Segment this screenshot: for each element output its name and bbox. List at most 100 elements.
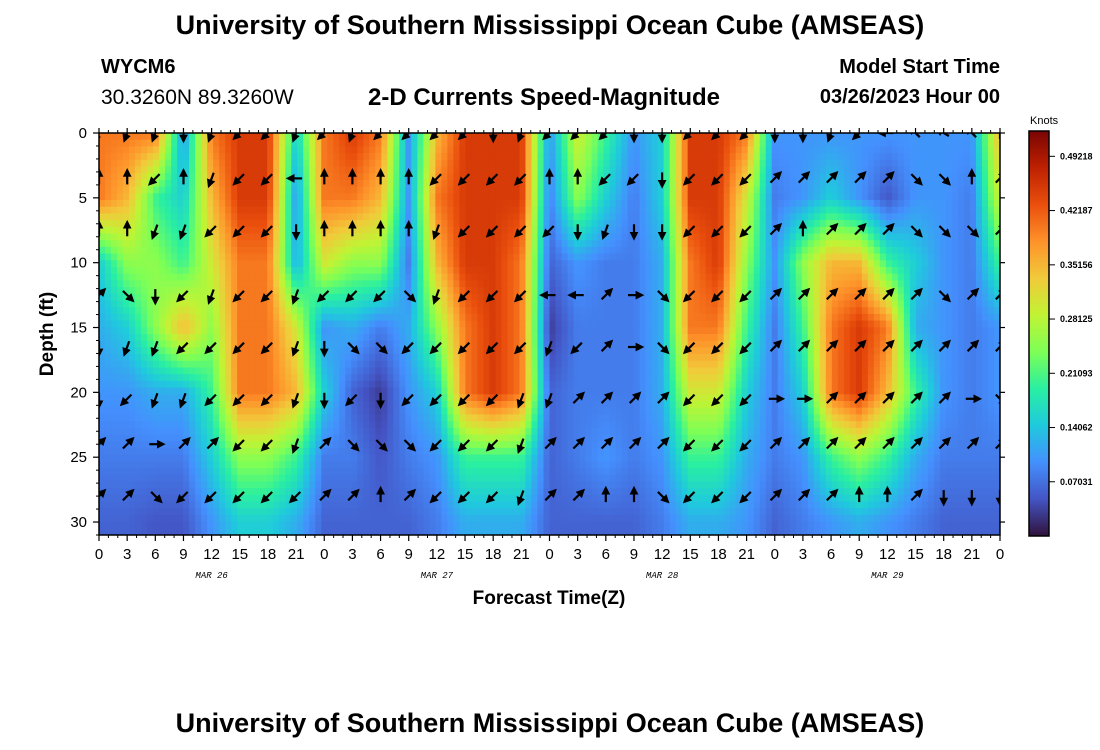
heatmap-cell [777,233,785,241]
heatmap-cell [669,220,677,228]
heatmap-cell [501,173,509,181]
heatmap-cell [147,293,154,302]
heatmap-cell [255,200,262,208]
heatmap-cell [555,166,563,174]
heatmap-cell [237,280,244,288]
heatmap-cell [213,200,220,208]
heatmap-cell [693,233,701,241]
heatmap-cell [903,220,911,228]
heatmap-cell [603,300,611,308]
heatmap-cell [255,133,262,141]
heatmap-cell [195,166,202,174]
heatmap-cell [447,213,454,221]
heatmap-cell [309,287,316,295]
heatmap-cell [963,159,971,168]
heatmap-cell [303,226,310,235]
heatmap-cell [321,186,328,194]
heatmap-cell [627,340,635,348]
heatmap-cell [825,300,833,308]
heatmap-cell [621,307,629,315]
heatmap-cell [111,166,118,174]
heatmap-cell [375,159,382,168]
heatmap-cell [321,327,328,335]
heatmap-cell [993,200,1000,208]
heatmap-cell [279,313,286,322]
heatmap-cell [855,186,863,194]
heatmap-cell [969,193,977,201]
heatmap-cell [987,334,995,342]
heatmap-cell [177,280,184,288]
heatmap-cell [591,260,599,268]
heatmap-cell [831,246,839,255]
heatmap-cell [663,139,671,147]
heatmap-cell [477,280,485,288]
heatmap-cell [573,320,581,328]
heatmap-cell [471,253,479,261]
heatmap-cell [735,246,743,255]
heatmap-cell [639,287,647,295]
heatmap-cell [363,139,370,147]
heatmap-cell [213,327,220,335]
heatmap-cell [387,179,394,188]
heatmap-cell [363,226,370,235]
heatmap-cell [171,240,178,248]
heatmap-cell [495,246,503,255]
heatmap-cell [99,327,106,335]
heatmap-cell [921,320,929,328]
heatmap-cell [219,307,226,315]
heatmap-cell [873,246,881,255]
heatmap-cell [849,334,857,342]
heatmap-cell [747,193,755,201]
heatmap-cell [897,313,905,322]
heatmap-cell [447,307,454,315]
heatmap-cell [597,253,605,261]
heatmap-cell [327,166,334,174]
heatmap-cell [669,200,677,208]
heatmap-cell [495,213,503,221]
heatmap-cell [615,307,623,315]
heatmap-cell [435,327,442,335]
heatmap-cell [147,300,154,308]
heatmap-cell [951,233,959,241]
heatmap-cell [621,186,629,194]
heatmap-cell [159,260,166,268]
heatmap-cell [375,313,382,322]
heatmap-cell [549,340,557,348]
heatmap-cell [765,287,773,295]
heatmap-cell [207,173,214,181]
heatmap-cell [687,320,695,328]
heatmap-cell [669,133,677,141]
heatmap-cell [957,179,965,188]
heatmap-cell [519,240,527,248]
heatmap-cell [723,307,731,315]
heatmap-cell [447,200,454,208]
heatmap-cell [855,327,863,335]
heatmap-cell [465,133,473,141]
heatmap-cell [699,334,707,342]
heatmap-cell [825,327,833,335]
heatmap-cell [477,340,485,348]
heatmap-cell [711,267,719,275]
heatmap-cell [405,273,412,281]
heatmap-cell [615,159,623,168]
heatmap-cell [375,320,382,328]
heatmap-cell [609,313,617,322]
heatmap-cell [147,226,154,235]
heatmap-cell [987,293,995,302]
heatmap-cell [873,146,881,154]
heatmap-cell [639,200,647,208]
heatmap-cell [609,260,617,268]
heatmap-cell [723,280,731,288]
heatmap-cell [777,186,785,194]
heatmap-cell [813,146,821,154]
heatmap-cell [519,300,527,308]
heatmap-cell [513,260,521,268]
heatmap-cell [519,307,527,315]
heatmap-cell [405,313,412,322]
heatmap-cell [675,166,683,174]
heatmap-cell [663,240,671,248]
heatmap-cell [231,146,238,154]
heatmap-cell [621,340,629,348]
heatmap-cell [957,173,965,181]
heatmap-cell [219,340,226,348]
